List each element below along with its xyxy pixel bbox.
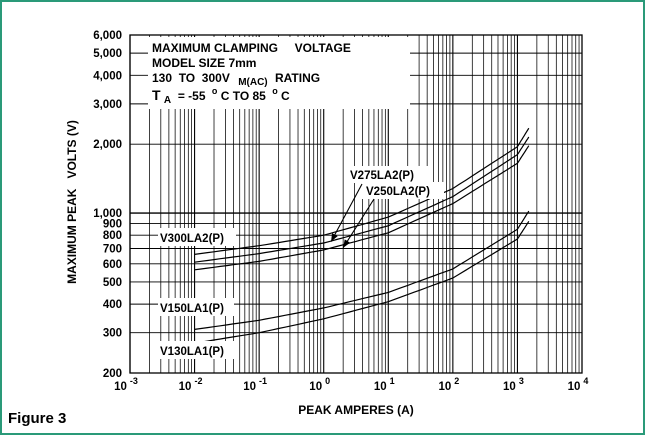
y-tick-label: 5,000 <box>93 48 122 60</box>
degree-mark-2: o <box>272 86 278 96</box>
title-line-1: MAXIMUM CLAMPING VOLTAGE <box>152 41 351 55</box>
y-tick-label: 300 <box>103 328 122 340</box>
y-tick-label: 1,000 <box>93 208 122 220</box>
label-bg-v275 <box>348 166 430 183</box>
label-bg-v150 <box>158 298 234 316</box>
y-tick-label: 500 <box>103 277 122 289</box>
x-tick-label: 10 3 <box>503 376 524 393</box>
title-line-3-rating: RATING <box>275 71 320 85</box>
arrow-v250 <box>342 198 375 249</box>
title-line-4-t-sub: A <box>164 95 171 106</box>
title-line-4: T A = -55 o C TO 85 o C <box>152 83 290 106</box>
series-line-v300la2p <box>194 127 530 255</box>
series-label-v300: V300LA2(P) <box>160 233 224 245</box>
title-line-4-unit: C <box>281 89 290 103</box>
x-tick-label: 10 -2 <box>179 376 203 393</box>
y-tick-label: 4,000 <box>93 70 122 82</box>
y-tick-label: 600 <box>103 259 122 271</box>
y-tick-label: 200 <box>103 368 122 380</box>
x-axis-title: PEAK AMPERES (A) <box>298 403 414 417</box>
series-line-v130la1p <box>194 220 530 344</box>
title-line-2: MODEL SIZE 7mm <box>152 56 256 70</box>
y-tick-label: 700 <box>103 244 122 256</box>
series-label-v250: V250LA2(P) <box>366 186 430 198</box>
title-line-4-low: = -55 <box>174 89 205 103</box>
chart-title-box: MAXIMUM CLAMPING VOLTAGE MODEL SIZE 7mm … <box>152 41 351 106</box>
y-tick-label: 800 <box>103 230 122 242</box>
y-tick-label: 3,000 <box>93 99 122 111</box>
degree-mark-1: o <box>212 86 218 96</box>
curve-layer <box>194 127 530 344</box>
figure-label: Figure 3 <box>8 410 67 427</box>
series-label-v150: V150LA1(P) <box>160 303 224 315</box>
series-line-v250la2p <box>194 145 530 271</box>
title-line-4-t: T <box>152 87 161 103</box>
title-line-4-high: C TO 85 <box>221 89 266 103</box>
x-tick-label: 10 4 <box>568 376 589 393</box>
title-line-3-range: 130 TO 300V <box>152 71 230 85</box>
annotation-arrows <box>330 183 375 249</box>
y-axis-title: MAXIMUM PEAK VOLTS (V) <box>65 120 79 284</box>
title-line-3: 130 TO 300V M(AC) RATING <box>152 71 320 88</box>
x-tick-label: 10 -1 <box>243 376 267 393</box>
arrow-v275 <box>330 183 363 242</box>
x-tick-label: 10 1 <box>374 376 395 393</box>
title-line-3-sub: M(AC) <box>238 77 267 88</box>
series-line-v150la1p <box>194 210 530 330</box>
y-tick-label: 400 <box>103 299 122 311</box>
label-bg-v130 <box>158 341 234 359</box>
y-tick-label: 2,000 <box>93 139 122 151</box>
label-bg-v250 <box>362 182 444 199</box>
y-tick-label: 6,000 <box>93 30 122 42</box>
plot-frame <box>129 34 583 374</box>
x-tick-label: 10 -3 <box>114 376 138 393</box>
label-bg-v300 <box>158 228 236 246</box>
title-box-bg <box>148 37 410 109</box>
series-label-v275: V275LA2(P) <box>350 170 414 182</box>
series-line-v275la2p <box>194 136 530 263</box>
series-label-v130: V130LA1(P) <box>160 346 224 358</box>
y-tick-label: 900 <box>103 219 122 231</box>
x-tick-label: 10 0 <box>309 376 330 393</box>
x-tick-label: 10 2 <box>438 376 459 393</box>
